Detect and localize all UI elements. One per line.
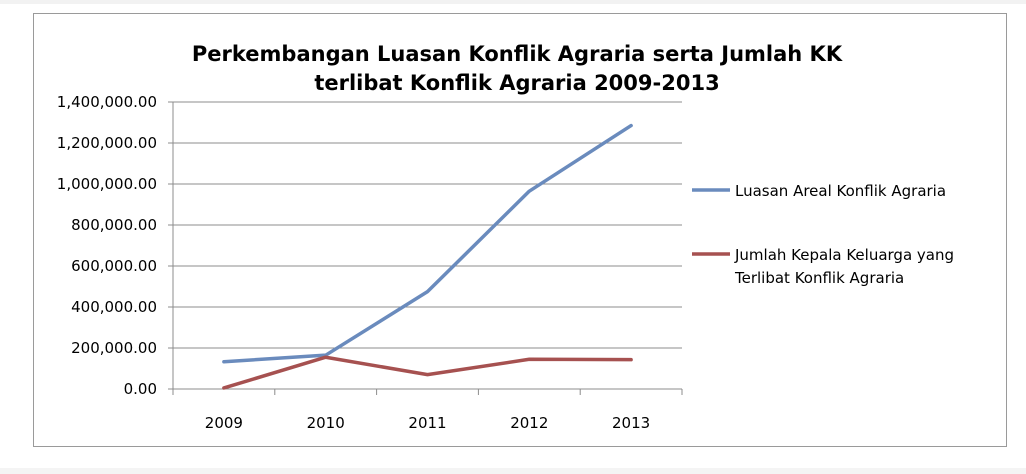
series-line-2 <box>222 355 633 390</box>
chart-frame <box>33 13 1007 447</box>
y-tick-label: 600,000.00 <box>71 257 157 275</box>
legend: Luasan Areal Konflik Agraria Jumlah Kepal… <box>692 182 954 287</box>
x-tick-label: 2009 <box>205 414 243 432</box>
chart-title: Perkembangan Luasan Konflik Agraria sert… <box>192 42 843 95</box>
series-line-1 <box>222 123 633 364</box>
y-tick-label: 1,200,000.00 <box>57 134 157 152</box>
top-strip <box>0 0 1026 4</box>
legend-label-2: Jumlah Kepala Keluarga yang <box>734 246 954 264</box>
y-tick-label: 0.00 <box>124 380 157 398</box>
axes <box>168 101 683 395</box>
chart-title-line-2: terlibat Konflik Agraria 2009-2013 <box>314 71 719 95</box>
chart-title-line-1: Perkembangan Luasan Konflik Agraria sert… <box>192 42 843 66</box>
y-tick-label: 1,000,000.00 <box>57 175 157 193</box>
y-tick-label: 1,400,000.00 <box>57 93 157 111</box>
x-tick-label: 2010 <box>307 414 345 432</box>
y-tick-label: 200,000.00 <box>71 339 157 357</box>
legend-label-1: Luasan Areal Konflik Agraria <box>735 182 946 200</box>
y-tick-label: 800,000.00 <box>71 216 157 234</box>
x-axis-ticks: 2009 2010 2011 2012 2013 <box>205 414 650 432</box>
bottom-strip <box>0 468 1026 474</box>
x-tick-label: 2011 <box>408 414 446 432</box>
x-tick-label: 2013 <box>612 414 650 432</box>
series <box>222 123 633 390</box>
y-axis-ticks: 0.00 200,000.00 400,000.00 600,000.00 800,00… <box>57 93 157 398</box>
grid <box>173 101 682 349</box>
legend-label-2: Terlibat Konflik Agraria <box>734 269 904 287</box>
y-tick-label: 400,000.00 <box>71 298 157 316</box>
x-tick-label: 2012 <box>510 414 548 432</box>
